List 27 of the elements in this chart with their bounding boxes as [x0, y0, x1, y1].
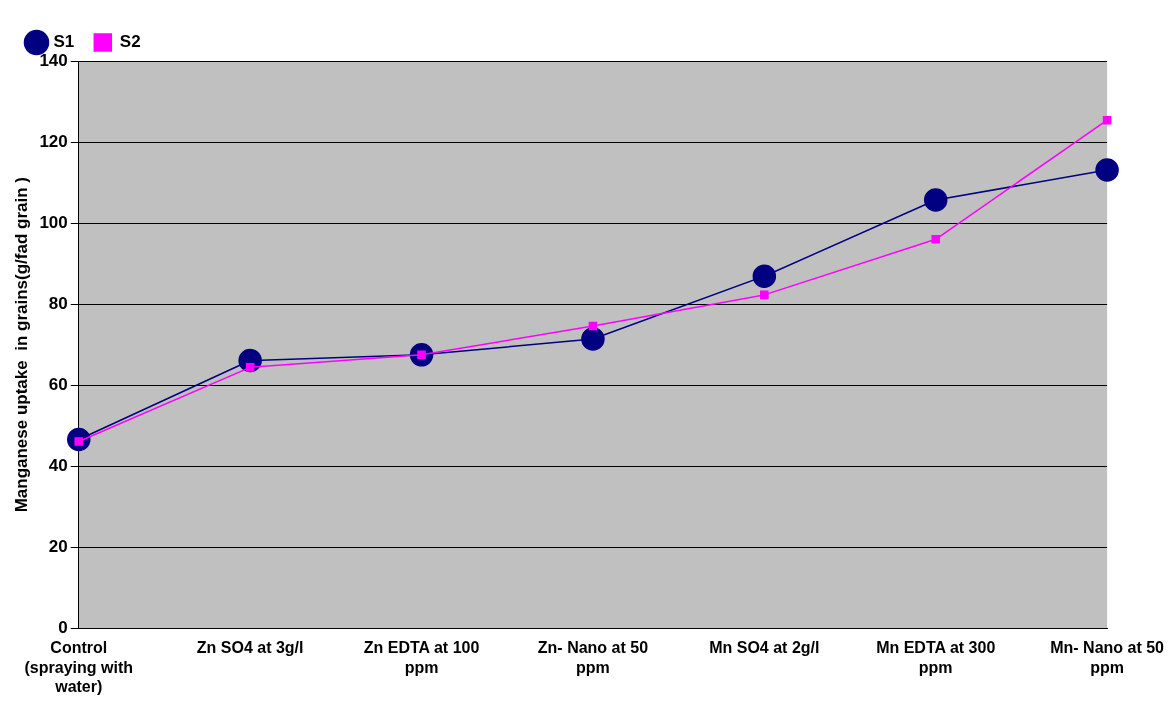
x-tick-label: Zn- Nano at 50 ppm — [537, 639, 649, 676]
point — [931, 235, 940, 244]
legend-label: S1 — [53, 32, 75, 52]
point — [923, 188, 948, 212]
x-tick-label: Zn EDTA at 100 ppm — [363, 639, 480, 676]
point — [1095, 158, 1119, 182]
point — [1102, 115, 1112, 125]
point — [581, 327, 605, 351]
x-tick-label: Zn SO4 at 3g/l — [196, 639, 304, 657]
y-axis-title: Manganese uptake in grains(g/fad grain ) — [11, 177, 31, 513]
x-tick-label: Mn SO4 at 2g/l — [709, 639, 820, 657]
y-tick-label: 120 — [39, 131, 68, 151]
y-tick-label: 0 — [58, 618, 68, 638]
x-tick-label: Control (spraying with water) — [24, 639, 133, 695]
y-tick-label: 140 — [39, 50, 68, 70]
y-tick-label: 40 — [48, 455, 68, 475]
point — [588, 321, 598, 331]
legend-label: S2 — [119, 32, 141, 52]
point — [760, 290, 769, 300]
point — [245, 363, 255, 372]
point — [752, 264, 777, 288]
y-tick-label: 80 — [48, 293, 68, 313]
x-tick-label: Mn- Nano at 50 ppm — [1050, 639, 1165, 676]
y-tick-label: 60 — [48, 374, 68, 394]
y-tick-label: 100 — [39, 212, 68, 232]
y-tick-label: 20 — [48, 537, 68, 557]
x-tick-label: Mn EDTA at 300 ppm — [876, 639, 996, 676]
